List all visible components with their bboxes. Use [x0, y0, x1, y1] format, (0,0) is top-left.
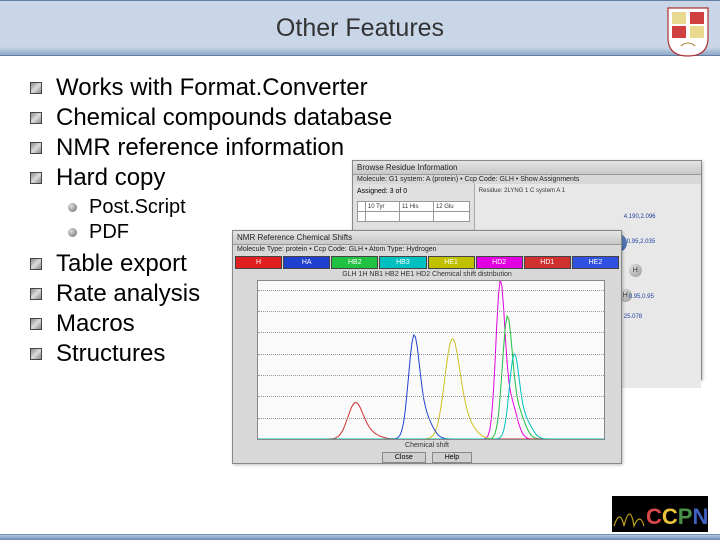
table-cell: 12 Glu: [433, 202, 469, 212]
atom-tab[interactable]: HD1: [524, 256, 571, 269]
bullet-icon: [30, 112, 42, 124]
bullet-icon: [30, 82, 42, 94]
list-item: NMR reference information: [30, 134, 702, 162]
atom-tab[interactable]: HB3: [379, 256, 426, 269]
spectrum-line: [258, 335, 604, 439]
shift-value-label: 0.95,0.95: [629, 294, 654, 300]
atom-H: H: [629, 264, 642, 277]
chart-title: GLH 1H NB1 HB2 HE1 HD2 Chemical shift di…: [233, 271, 621, 278]
atom-tab[interactable]: HD2: [476, 256, 523, 269]
list-item: Works with Format.Converter: [30, 74, 702, 102]
bullet-icon: [30, 172, 42, 184]
list-text: Macros: [56, 310, 135, 338]
atom-tab[interactable]: HA: [283, 256, 330, 269]
shift-value-label: 4.190,2.096: [624, 214, 656, 220]
university-crest-icon: [666, 6, 710, 58]
list-item: Chemical compounds database: [30, 104, 702, 132]
window-title: Browse Residue Information: [353, 161, 701, 175]
ccpn-logo-icon: CCPN: [612, 496, 708, 532]
list-text: NMR reference information: [56, 134, 344, 162]
list-text: Works with Format.Converter: [56, 74, 368, 102]
molecule-info-bar: Molecule: G1 system: A (protein) • Ccp C…: [353, 175, 701, 184]
screenshot-stack: Browse Residue Information Molecule: G1 …: [232, 160, 702, 460]
table-cell: [358, 202, 366, 212]
table-cell: 10 Tyr: [365, 202, 399, 212]
footer-underline: [0, 534, 720, 540]
close-button[interactable]: Close: [382, 452, 426, 463]
window-title: NMR Reference Chemical Shifts: [233, 231, 621, 245]
spectrum-line: [258, 316, 604, 439]
list-text: Hard copy: [56, 164, 165, 192]
residue-table: 10 Tyr 11 His 12 Glu: [357, 201, 470, 222]
list-text: Rate analysis: [56, 280, 200, 308]
bullet-icon: [30, 348, 42, 360]
bullet-icon: [68, 228, 77, 237]
svg-text:CCPN: CCPN: [646, 504, 708, 529]
list-text: Table export: [56, 250, 187, 278]
atom-tab[interactable]: H: [235, 256, 282, 269]
atom-tab[interactable]: HB2: [331, 256, 378, 269]
list-text: Structures: [56, 340, 165, 368]
list-text: Post.Script: [89, 196, 186, 219]
help-button[interactable]: Help: [432, 452, 472, 463]
bullet-icon: [30, 318, 42, 330]
list-text: PDF: [89, 221, 129, 244]
x-axis-label: Chemical shift: [233, 442, 621, 449]
shift-value-label: 25.078: [624, 314, 642, 320]
chemical-shifts-window: NMR Reference Chemical Shifts Molecule T…: [232, 230, 622, 464]
spectrum-line: [258, 281, 604, 439]
bullet-icon: [30, 258, 42, 270]
atom-tab[interactable]: HE1: [428, 256, 475, 269]
assigned-label: Assigned: 3 of 0: [357, 188, 470, 195]
slide-title: Other Features: [276, 14, 444, 43]
atom-tab[interactable]: HE2: [572, 256, 619, 269]
list-text: Chemical compounds database: [56, 104, 392, 132]
table-cell: 11 His: [399, 202, 433, 212]
atom-tab-strip: HHAHB2HB3HE1HD2HD1HE2: [235, 256, 619, 269]
spectrum-line: [258, 403, 604, 439]
front-subtitle: Molecule Type: protein • Ccp Code: GLH •…: [233, 245, 621, 254]
bullet-icon: [30, 288, 42, 300]
bullet-icon: [30, 142, 42, 154]
shift-value-label: 0.95,2.035: [627, 239, 655, 245]
bullet-icon: [68, 203, 77, 212]
spectrum-chart: 0.000.050.100.150.200.250.300.35: [257, 280, 605, 440]
window-button-bar: Close Help: [233, 452, 621, 463]
title-bar: Other Features: [0, 0, 720, 56]
